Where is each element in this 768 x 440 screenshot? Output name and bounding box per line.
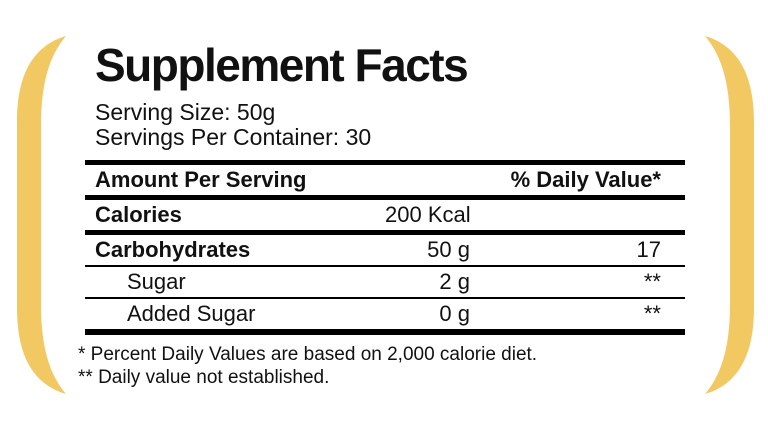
right-bracket-shape (705, 36, 754, 394)
row-name: Added Sugar (127, 301, 256, 326)
serving-size: Serving Size: 50g (95, 99, 276, 125)
left-bracket-decoration (17, 36, 66, 394)
footnotes: * Percent Daily Values are based on 2,00… (78, 343, 686, 389)
table-row-calories: Calories 200 Kcal (85, 200, 685, 235)
table-row-sugar: Sugar 2 g ** (85, 267, 685, 299)
header-amount-per-serving: Amount Per Serving (95, 167, 307, 192)
row-amount: 50 g (427, 237, 470, 262)
header-daily-value: % Daily Value* (510, 167, 661, 192)
row-daily-value: ** (643, 269, 661, 294)
row-name: Carbohydrates (95, 237, 251, 262)
table-header-row: Amount Per Serving % Daily Value* (85, 165, 685, 200)
footnote-percent-daily-values: * Percent Daily Values are based on 2,00… (78, 344, 538, 365)
row-amount: 2 g (439, 269, 470, 294)
label-content: Supplement Facts Serving Size: 50g Servi… (78, 42, 686, 389)
right-bracket-decoration (705, 36, 754, 394)
row-name: Calories (95, 202, 182, 227)
servings-per-container: Servings Per Container: 30 (95, 124, 372, 150)
row-name: Sugar (127, 269, 186, 294)
row-daily-value: 17 (636, 237, 661, 262)
row-amount: 200 Kcal (385, 202, 471, 227)
footnote-daily-value-not-established: ** Daily value not established. (78, 367, 330, 388)
row-daily-value: ** (643, 301, 661, 326)
facts-table: Amount Per Serving % Daily Value* Calori… (85, 160, 685, 335)
table-row-added-sugar: Added Sugar 0 g ** (85, 299, 685, 335)
table-row-carbohydrates: Carbohydrates 50 g 17 (85, 235, 685, 267)
row-amount: 0 g (439, 301, 470, 326)
label-title: Supplement Facts (95, 39, 469, 91)
left-bracket-shape (17, 36, 66, 394)
